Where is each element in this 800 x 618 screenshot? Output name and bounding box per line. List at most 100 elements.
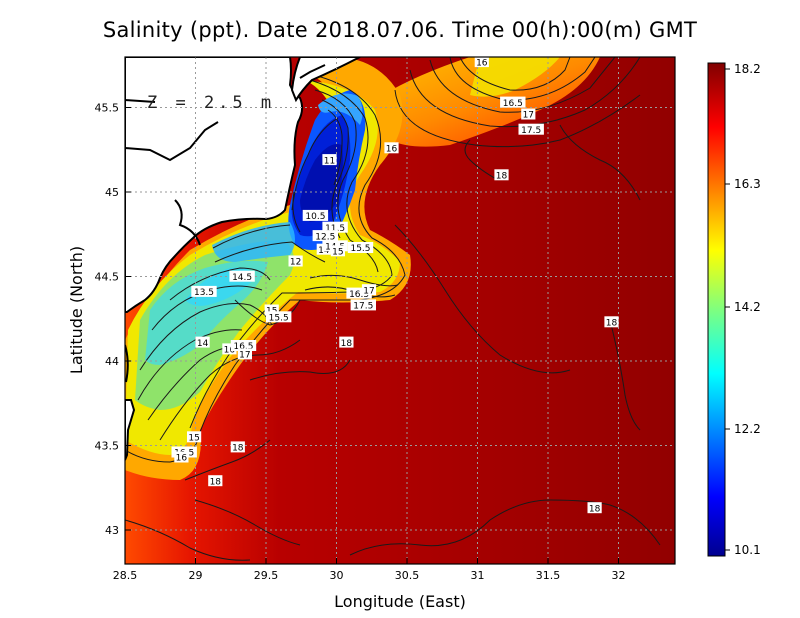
contour-label-box xyxy=(237,348,252,360)
contour-label-box xyxy=(322,221,348,233)
coastline xyxy=(125,64,326,383)
contour-label-text: 17 xyxy=(239,351,250,361)
y-tick-label: 45.5 xyxy=(95,102,120,115)
contour-label-text: 11.5 xyxy=(325,224,345,234)
contour-label-text: 18 xyxy=(589,504,601,514)
contour-label-text: 16 xyxy=(386,145,398,155)
contour-label-box xyxy=(174,451,189,463)
colorbar-tick-label: 10.1 xyxy=(734,543,761,557)
contour-label: 13.5 xyxy=(191,285,217,298)
contour-label-box xyxy=(361,284,377,296)
colorbar-tick-label: 16.3 xyxy=(734,177,761,191)
colorbar-tick-label: 18.2 xyxy=(734,62,761,76)
contour-label: 15.5 xyxy=(266,311,292,324)
contour-label-box xyxy=(322,154,337,166)
contour-label-text: 12 xyxy=(290,258,301,268)
contour-label: 14.5 xyxy=(229,270,255,283)
contour-label-box xyxy=(288,255,303,267)
contour-label-text: 12.5 xyxy=(315,232,335,242)
contour-label-box xyxy=(330,245,345,257)
contour-label-text: 17.5 xyxy=(521,126,541,136)
contour-label-text: 17.5 xyxy=(353,302,373,312)
contour-label: 16.5 xyxy=(230,340,257,352)
contour-label-text: 14.5 xyxy=(232,273,252,283)
contour-label: 12.5 xyxy=(312,230,338,242)
page-title: Salinity (ppt). Date 2018.07.06. Time 00… xyxy=(102,18,698,42)
northern-plume-core xyxy=(470,57,560,97)
y-tick-label: 45 xyxy=(105,186,119,199)
contour-label-text: 16 xyxy=(224,346,236,356)
contour-label-box xyxy=(494,169,509,181)
contour-label: 15.5 xyxy=(347,242,374,254)
contour-label-box xyxy=(384,142,399,154)
contour-label-text: 16.5 xyxy=(349,290,369,300)
depth-label: Z = 2.5 m xyxy=(147,93,275,113)
contour-label-box xyxy=(339,336,354,348)
contour-label: 18 xyxy=(208,475,223,487)
contour-label-text: 14 xyxy=(197,339,209,349)
contour-label-text: 16 xyxy=(176,454,188,464)
contour-label-text: 15 xyxy=(332,248,343,258)
contour-label: 11.5 xyxy=(322,221,348,234)
contour-label-box xyxy=(222,343,237,355)
contour-label: 14 xyxy=(195,336,210,349)
contour-label: 16 xyxy=(474,57,489,68)
contour-label: 16 xyxy=(222,343,237,356)
contour-label-text: 16.5 xyxy=(503,99,523,109)
contour-label: 17 xyxy=(361,284,377,296)
contour-label-text: 16 xyxy=(476,58,488,68)
contour-label: 10.5 xyxy=(302,209,329,222)
y-tick-label: 43 xyxy=(105,524,119,537)
colorbar-tick-label: 12.2 xyxy=(734,422,761,436)
contour-label-box xyxy=(347,242,374,253)
contour-label: 18 xyxy=(339,336,354,349)
contour-label: 17.5 xyxy=(350,299,376,312)
contour-label-box xyxy=(500,96,526,108)
contour-label: 15 xyxy=(330,245,345,258)
colorbar-tick-label: 14.2 xyxy=(734,300,761,314)
contour-label-text: 15 xyxy=(188,433,199,443)
contour-label: 16 xyxy=(384,142,399,155)
contour-label: 18 xyxy=(494,169,509,182)
contour-label-text: 17 xyxy=(523,111,534,121)
contour-label-box xyxy=(264,304,279,316)
x-axis: 28.5 29 29.5 30 30.5 31 31.5 32 Longitud… xyxy=(113,558,626,611)
x-axis-label: Longitude (East) xyxy=(334,592,466,611)
contour-label: 11 xyxy=(322,154,337,166)
contour-label-text: 16.5 xyxy=(233,342,253,352)
contour-label: 16.5 xyxy=(346,287,372,300)
contour-label-box xyxy=(521,108,536,120)
contour-label-box xyxy=(346,287,372,299)
northern-plume xyxy=(360,57,600,147)
y-tick-label: 44.5 xyxy=(95,271,120,284)
contour-label-text: 18 xyxy=(341,339,353,349)
contour-label-text: 13.5 xyxy=(194,288,214,298)
contour-label-text: 18 xyxy=(232,444,244,454)
salinity-field: 1616.51717.516181110.511.512.51414.51515… xyxy=(125,57,675,564)
contour-label: 17 xyxy=(237,348,252,361)
y-tick-label: 44 xyxy=(105,355,119,368)
contour-label-box xyxy=(604,316,619,328)
contour-label: 16 xyxy=(174,451,189,464)
x-tick-label: 30 xyxy=(330,569,344,582)
x-tick-label: 30.5 xyxy=(395,569,420,582)
contour-label-text: 18 xyxy=(210,477,222,487)
contour-label-box xyxy=(587,502,602,514)
contour-label: 18 xyxy=(230,441,245,454)
contour-label: 18 xyxy=(587,502,602,514)
x-tick-label: 29 xyxy=(189,569,203,582)
x-tick-label: 32 xyxy=(612,569,626,582)
contour-label-text: 15.5 xyxy=(269,314,289,324)
contour-label-text: 15.5 xyxy=(350,244,370,254)
contour-label: 16.5 xyxy=(500,96,526,109)
y-tick-label: 43.5 xyxy=(95,440,120,453)
gridlines xyxy=(125,57,675,564)
contour-label-box xyxy=(195,336,210,348)
contour-label: 17 xyxy=(521,108,536,121)
y-axis-label: Latitude (North) xyxy=(67,246,86,374)
contour-label-box xyxy=(350,299,376,311)
contour-labels: 1616.51717.516181110.511.512.51414.51515… xyxy=(171,57,619,514)
contour-label: 18 xyxy=(604,316,619,329)
y-axis: 43 43.5 44 44.5 45 45.5 Latitude (North) xyxy=(67,102,131,537)
